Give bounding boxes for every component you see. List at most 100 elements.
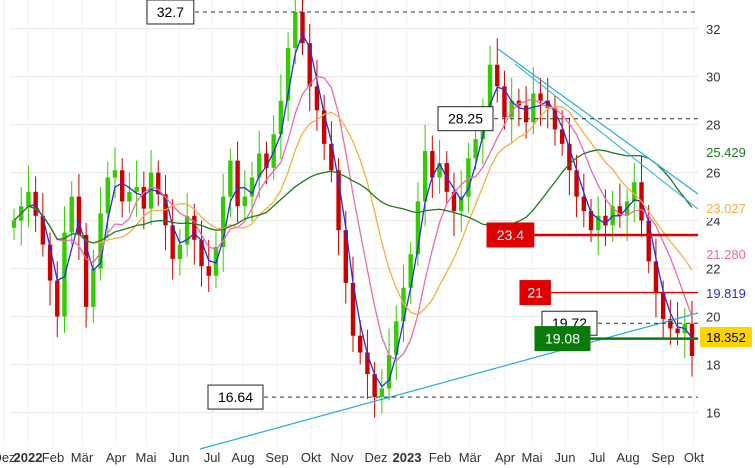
value-badge-label: 19.819 bbox=[706, 286, 746, 301]
candle-body bbox=[105, 177, 110, 214]
candles bbox=[11, 0, 695, 418]
y-tick-label: 28 bbox=[706, 118, 720, 133]
candle-body bbox=[660, 292, 666, 319]
candle-body bbox=[127, 191, 132, 202]
candle-body bbox=[300, 11, 305, 44]
candle-body bbox=[487, 64, 493, 111]
candle-body bbox=[675, 328, 680, 334]
x-tick-label: Feb bbox=[42, 450, 64, 465]
x-tick-label: Nov bbox=[330, 450, 354, 465]
x-tick-label: Mär bbox=[459, 450, 482, 465]
downtrend-line bbox=[514, 63, 699, 210]
candle-body bbox=[184, 215, 190, 245]
level-label: 23.4 bbox=[497, 227, 524, 243]
candle-body bbox=[401, 287, 406, 322]
candle-body bbox=[40, 215, 46, 245]
candle-body bbox=[458, 196, 464, 212]
candle-body bbox=[264, 153, 269, 168]
ma-line bbox=[13, 149, 693, 244]
candle-body bbox=[523, 105, 529, 123]
candle-body bbox=[372, 374, 377, 398]
candle-body bbox=[531, 93, 536, 123]
candle-body bbox=[408, 254, 413, 288]
value-badge bbox=[700, 244, 752, 264]
candle-body bbox=[69, 196, 74, 233]
candle-body bbox=[76, 196, 82, 235]
ma-line bbox=[13, 105, 693, 316]
candle-body bbox=[112, 170, 118, 178]
x-tick-label: Okt bbox=[684, 450, 705, 465]
candle-body bbox=[249, 177, 255, 197]
candle-body bbox=[394, 321, 399, 355]
x-tick-label: Jun bbox=[169, 450, 190, 465]
level-label-box bbox=[146, 0, 195, 25]
candle-body bbox=[314, 86, 320, 111]
candle-body bbox=[350, 282, 356, 336]
y-tick-label: 30 bbox=[706, 70, 720, 85]
candle-body bbox=[559, 129, 565, 144]
candle-body bbox=[206, 266, 211, 276]
ma-line bbox=[13, 75, 693, 362]
candle-body bbox=[170, 225, 175, 259]
candle-body bbox=[26, 191, 31, 207]
value-badge-label: 21.280 bbox=[706, 247, 746, 262]
x-tick-label: Dez bbox=[0, 450, 16, 465]
y-tick-label: 16 bbox=[706, 405, 720, 420]
value-badge-label: 23.027 bbox=[706, 201, 746, 216]
candle-body bbox=[574, 170, 579, 197]
candle-body bbox=[278, 100, 284, 135]
x-tick-label: Okt bbox=[301, 450, 322, 465]
x-tick-label: Jul bbox=[589, 450, 606, 465]
value-badge-label: 25.429 bbox=[706, 145, 746, 160]
candle-body bbox=[55, 280, 60, 317]
candle-body bbox=[134, 187, 139, 192]
x-tick-label: 2023 bbox=[393, 450, 422, 465]
candle-body bbox=[177, 244, 183, 259]
level-label: 19.08 bbox=[545, 331, 580, 347]
y-tick-label: 26 bbox=[706, 166, 720, 181]
level-label-box bbox=[207, 384, 264, 410]
x-tick-label: Apr bbox=[495, 450, 516, 465]
x-tick-label: Mai bbox=[522, 450, 543, 465]
candle-body bbox=[466, 158, 471, 197]
candle-body bbox=[581, 196, 587, 212]
candle-body bbox=[552, 107, 558, 130]
candle-body bbox=[437, 163, 442, 178]
y-tick-label: 22 bbox=[706, 262, 720, 277]
candle-body bbox=[588, 211, 594, 231]
candle-body bbox=[192, 215, 197, 240]
candle-body bbox=[83, 234, 89, 307]
candle-body bbox=[509, 100, 514, 118]
candle-body bbox=[451, 191, 457, 212]
y-tick-label: 18 bbox=[706, 357, 720, 372]
x-tick-label: Feb bbox=[429, 450, 451, 465]
x-tick-label: 2022 bbox=[14, 450, 43, 465]
level-label-box bbox=[519, 280, 551, 306]
value-badge bbox=[700, 327, 752, 347]
ma-line bbox=[13, 32, 693, 388]
x-tick-label: Dez bbox=[364, 450, 387, 465]
candle-body bbox=[220, 196, 226, 247]
candle-body bbox=[430, 151, 435, 178]
y-tick-label: 32 bbox=[706, 22, 720, 37]
candle-body bbox=[141, 187, 147, 209]
candle-body bbox=[148, 172, 154, 209]
level-label: 32.7 bbox=[157, 4, 184, 20]
x-tick-label: Apr bbox=[106, 450, 127, 465]
x-tick-label: Mär bbox=[71, 450, 94, 465]
moving-averages bbox=[13, 32, 693, 388]
x-tick-label: Aug bbox=[231, 450, 254, 465]
candle-body bbox=[379, 388, 385, 398]
candle-body bbox=[242, 196, 248, 207]
ma-badges: 25.429 23.027 21.280 19.819 18.352 bbox=[700, 142, 752, 347]
candle-body bbox=[596, 215, 601, 231]
level-label: 28.25 bbox=[448, 111, 483, 127]
candle-body bbox=[689, 323, 695, 357]
candle-body bbox=[293, 11, 298, 48]
trendlines bbox=[199, 48, 699, 450]
level-label-box bbox=[534, 326, 591, 352]
candle-body bbox=[646, 220, 651, 262]
candle-body bbox=[91, 268, 96, 307]
candle-body bbox=[119, 170, 125, 202]
